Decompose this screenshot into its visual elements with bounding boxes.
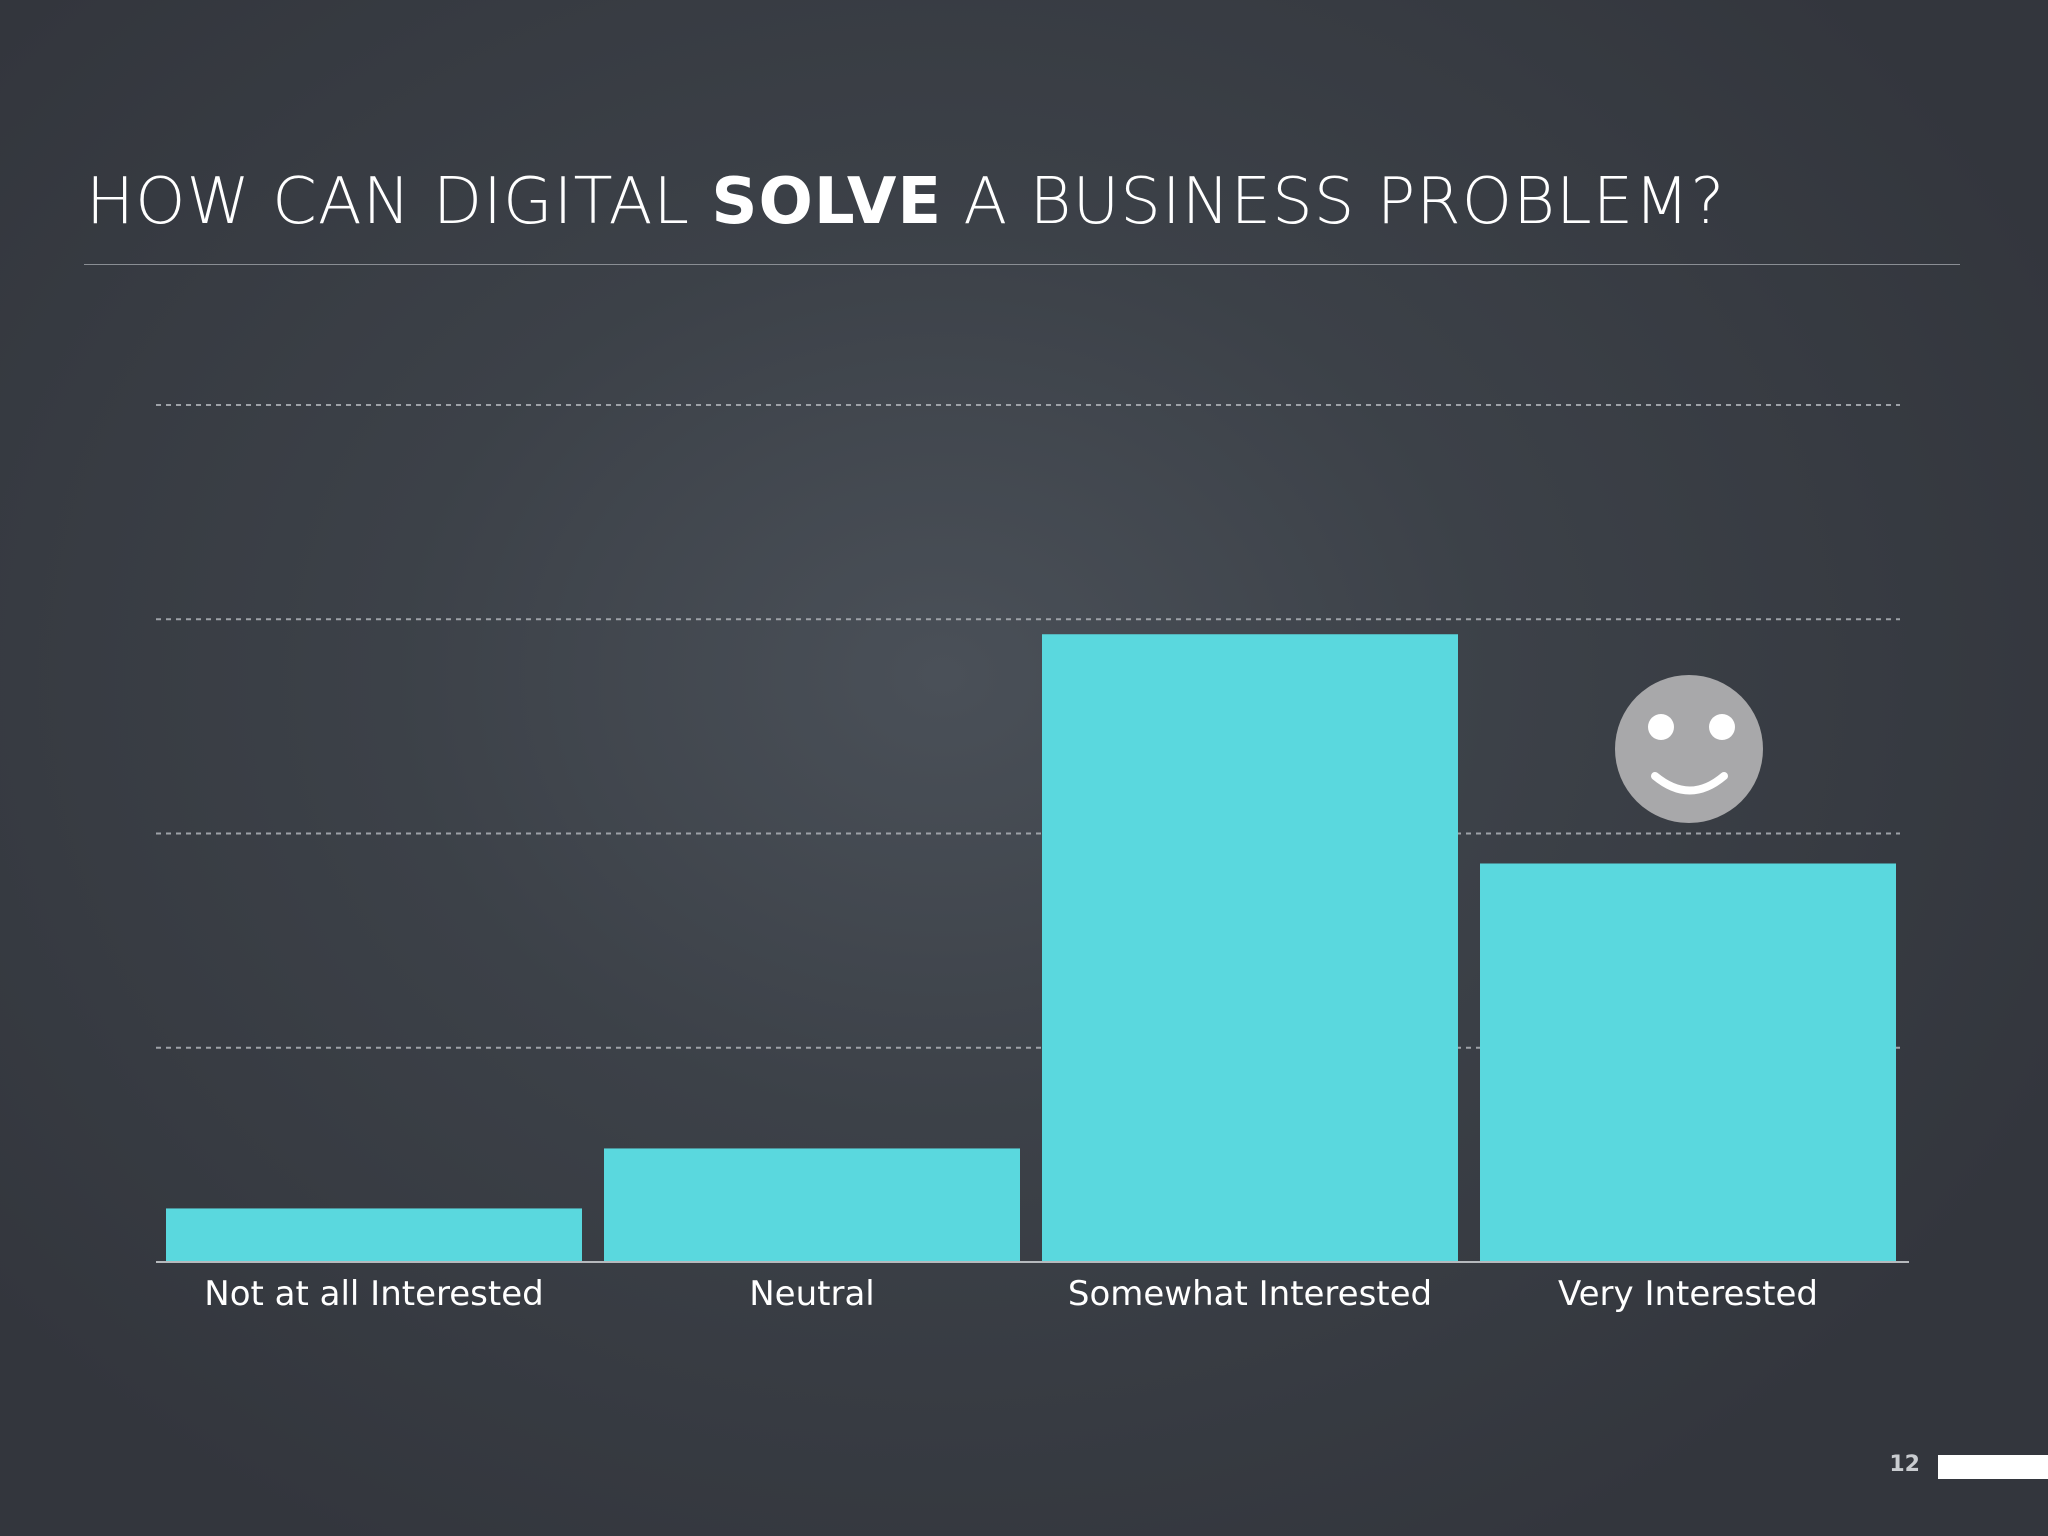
title-part-1: HOW CAN DIGITAL [86, 165, 712, 239]
slide-title: HOW CAN DIGITAL SOLVE A BUSINESS PROBLEM… [86, 170, 1725, 234]
title-divider [84, 264, 1960, 265]
bar-neutral [604, 1148, 1020, 1262]
bar-very-interested [1480, 863, 1896, 1262]
category-label-not-at-all-interested: Not at all Interested [204, 1274, 543, 1314]
page-number: 12 [1889, 1452, 1920, 1477]
title-emphasis: SOLVE [711, 165, 943, 239]
smiley-face-icon [1615, 675, 1763, 823]
bar-not-at-all-interested [166, 1208, 582, 1262]
title-part-2: A BUSINESS PROBLEM? [942, 165, 1726, 239]
page-marker-bar [1938, 1455, 2048, 1479]
bars [166, 634, 1896, 1262]
category-labels: Not at all Interested Neutral Somewhat Int… [204, 1274, 1818, 1314]
category-label-somewhat-interested: Somewhat Interested [1068, 1274, 1432, 1314]
bar-somewhat-interested [1042, 634, 1458, 1262]
category-label-very-interested: Very Interested [1558, 1274, 1818, 1314]
category-label-neutral: Neutral [749, 1274, 875, 1314]
